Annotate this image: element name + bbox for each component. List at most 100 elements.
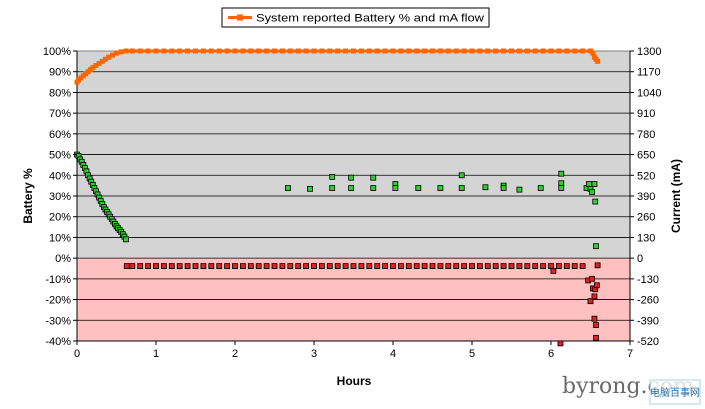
data-point xyxy=(358,48,364,54)
data-point xyxy=(557,340,564,347)
data-point xyxy=(461,48,467,54)
legend-label: System reported Battery % and mA flow xyxy=(256,13,484,25)
data-point xyxy=(279,48,285,54)
x-tick-label: 1 xyxy=(153,348,159,360)
data-point xyxy=(591,293,598,300)
data-point xyxy=(405,263,412,270)
data-point xyxy=(366,263,373,270)
right-tick-label: 650 xyxy=(637,150,655,162)
data-point xyxy=(564,48,570,54)
data-point xyxy=(437,185,444,191)
data-point xyxy=(591,181,598,187)
data-point xyxy=(285,185,291,191)
data-point xyxy=(548,48,554,54)
data-point xyxy=(398,48,404,54)
data-point xyxy=(168,263,175,270)
right-tick-label: 910 xyxy=(637,108,655,120)
right-tick-label: -260 xyxy=(637,295,659,307)
data-point xyxy=(208,48,214,54)
data-point xyxy=(392,185,399,191)
data-point xyxy=(556,263,562,270)
data-point xyxy=(540,263,546,270)
data-point xyxy=(99,58,105,64)
data-point xyxy=(200,48,206,54)
data-point xyxy=(413,263,420,270)
left-tick-label: 10% xyxy=(49,232,71,244)
data-point xyxy=(216,48,222,54)
data-point xyxy=(370,185,377,191)
left-tick-label: 50% xyxy=(49,150,71,162)
data-point xyxy=(311,263,317,270)
data-point xyxy=(348,174,355,181)
data-point xyxy=(153,48,159,54)
data-point xyxy=(587,298,594,305)
data-point xyxy=(106,54,112,60)
data-point xyxy=(366,48,372,54)
data-point xyxy=(348,185,355,191)
right-axis-ticks: 1300117010409107806505203902601300-130-2… xyxy=(630,46,661,348)
data-point xyxy=(592,198,599,205)
data-point xyxy=(271,263,278,270)
data-point xyxy=(501,48,507,54)
left-tick-label: 20% xyxy=(49,212,71,224)
data-point xyxy=(176,263,183,270)
right-tick-label: 1170 xyxy=(637,67,661,79)
legend-box xyxy=(221,7,490,28)
data-point xyxy=(500,185,507,191)
data-point xyxy=(579,263,586,270)
data-point xyxy=(247,263,254,270)
data-point xyxy=(415,185,422,191)
left-tick-label: 60% xyxy=(49,129,71,141)
right-tick-label: 390 xyxy=(637,191,655,203)
data-point xyxy=(469,263,475,270)
data-point xyxy=(137,263,144,270)
data-point xyxy=(556,48,562,54)
data-point xyxy=(358,263,365,270)
data-point xyxy=(216,263,223,270)
right-tick-label: -390 xyxy=(637,315,659,327)
data-point xyxy=(589,189,595,195)
right-tick-label: 1040 xyxy=(637,87,661,99)
data-point xyxy=(558,185,565,191)
data-point xyxy=(421,263,428,270)
data-point xyxy=(586,181,592,187)
data-point xyxy=(307,185,313,192)
data-point xyxy=(548,263,554,270)
data-point xyxy=(484,263,491,270)
data-point xyxy=(327,48,333,54)
right-tick-label: -520 xyxy=(637,336,659,348)
data-point xyxy=(334,263,341,270)
data-point xyxy=(326,263,333,270)
data-point xyxy=(240,48,246,54)
data-point xyxy=(374,48,380,54)
data-point xyxy=(232,48,238,54)
left-tick-label: -40% xyxy=(45,336,71,348)
data-point xyxy=(469,48,475,54)
series-layer xyxy=(74,48,601,347)
left-tick-label: 80% xyxy=(49,87,71,99)
data-point xyxy=(93,63,99,68)
data-point xyxy=(589,275,595,282)
data-point xyxy=(458,185,465,191)
data-point xyxy=(255,263,262,270)
left-tick-label: -20% xyxy=(45,295,71,307)
data-point xyxy=(382,48,388,54)
data-point xyxy=(102,56,108,62)
data-point xyxy=(485,48,491,54)
data-point xyxy=(208,263,215,270)
data-point xyxy=(169,48,175,54)
data-point xyxy=(430,48,435,54)
data-point xyxy=(123,236,129,243)
data-point xyxy=(351,48,356,54)
data-point xyxy=(256,48,262,54)
x-axis-ticks: 0 1 2 3 4 5 6 7 xyxy=(74,341,633,360)
right-tick-label: 520 xyxy=(637,170,655,182)
data-point xyxy=(263,263,270,270)
data-point xyxy=(593,282,600,289)
legend-swatch-marker xyxy=(237,14,243,21)
x-tick-label: 0 xyxy=(74,348,80,360)
data-point xyxy=(508,263,515,270)
data-point xyxy=(160,263,167,270)
data-point xyxy=(350,263,357,270)
